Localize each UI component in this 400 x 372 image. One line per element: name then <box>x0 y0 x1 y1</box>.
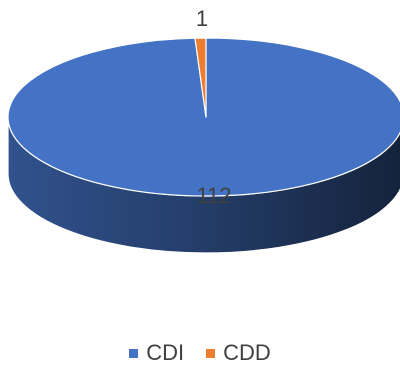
data-label-cdi: 112 <box>196 183 231 208</box>
legend-label-cdd: CDD <box>223 340 271 365</box>
legend-item-cdd: CDD <box>206 340 271 366</box>
pie-slice-cdi <box>7 37 400 197</box>
legend-item-cdi: CDI <box>129 340 184 366</box>
pie-slice-cdd <box>194 37 207 118</box>
legend-label-cdi: CDI <box>146 340 185 365</box>
chart-legend: CDI CDD <box>0 340 400 366</box>
data-label-cdd: 1 <box>196 6 208 31</box>
legend-swatch-cdi <box>129 348 139 358</box>
legend-swatch-cdd <box>206 348 216 358</box>
pie-plot-area: 112 1 <box>7 6 400 254</box>
